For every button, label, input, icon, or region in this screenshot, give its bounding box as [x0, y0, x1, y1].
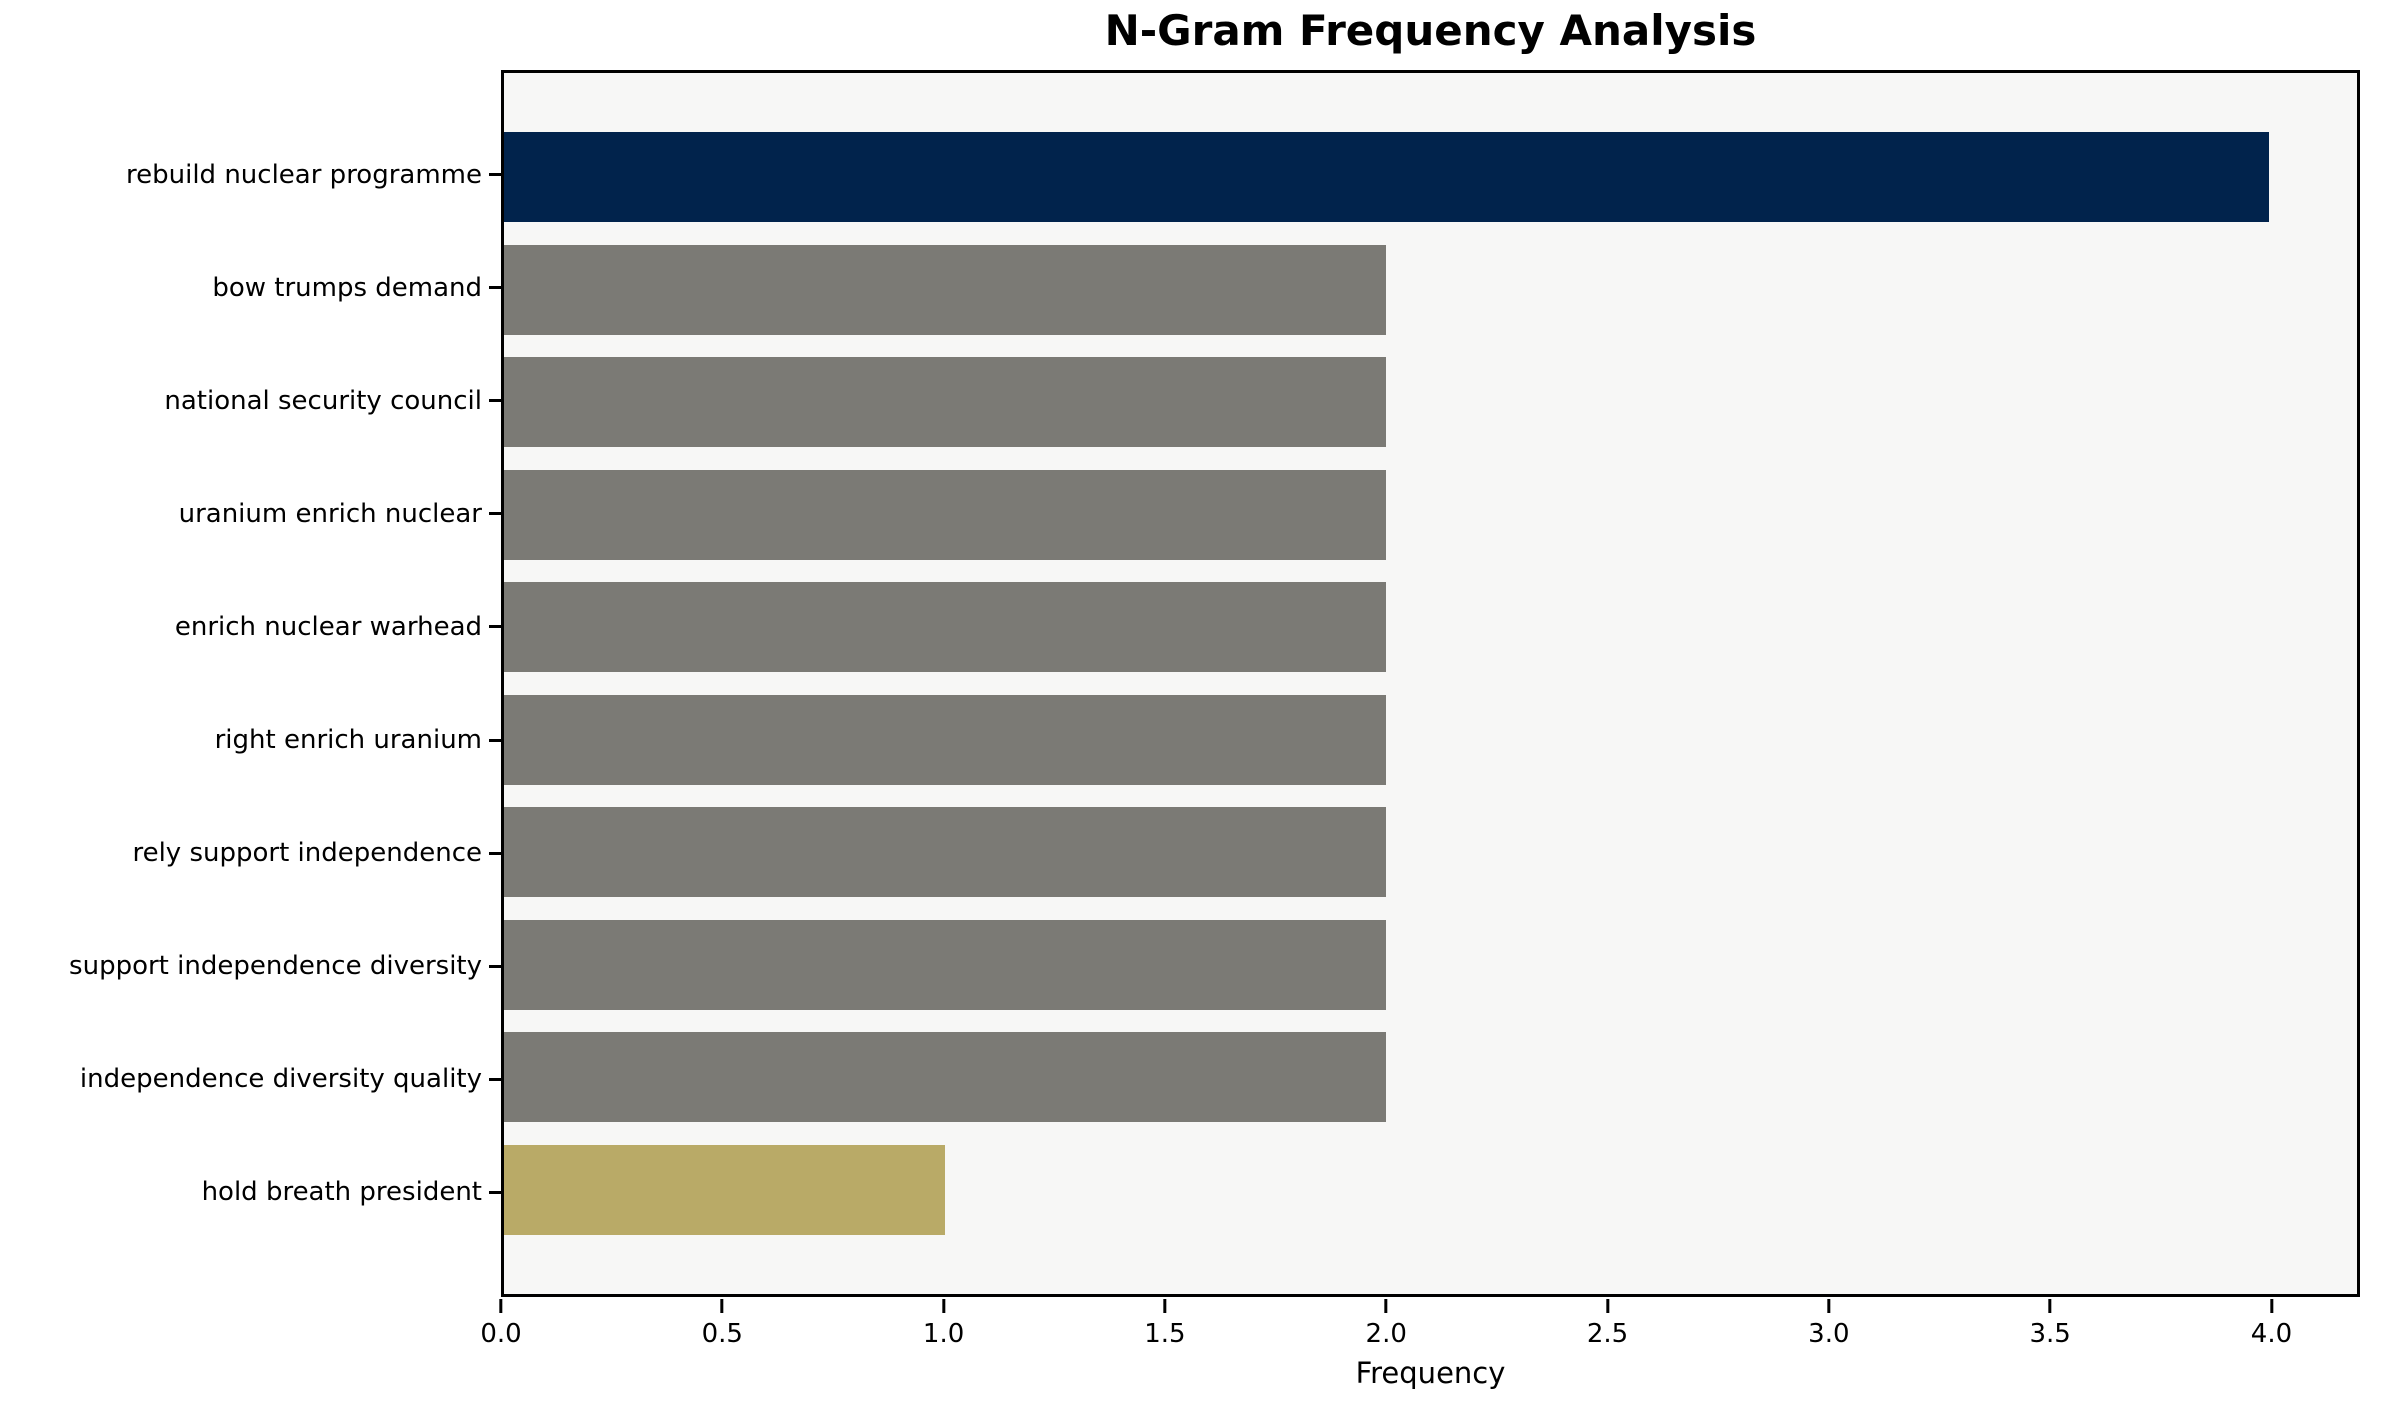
x-tick-mark — [1163, 1299, 1167, 1313]
y-tick-label: enrich nuclear warhead — [174, 611, 482, 642]
y-tick-mark — [489, 286, 501, 290]
x-axis: 0.0 0.5 1.0 1.5 2.0 2.5 3.0 3.5 4.0 — [480, 1299, 2360, 1359]
x-tick-label: 0.0 — [480, 1319, 522, 1349]
y-tick-mark — [489, 851, 501, 855]
y-tick-mark — [489, 1077, 501, 1081]
x-tick: 4.0 — [2251, 1299, 2292, 1349]
bar-track — [504, 234, 2357, 347]
y-tick-mark — [489, 173, 501, 177]
bar-track — [504, 796, 2357, 909]
y-tick-mark — [489, 1190, 501, 1194]
bar — [504, 582, 1387, 673]
bar-track — [504, 684, 2357, 797]
bar — [504, 807, 1387, 898]
x-tick-mark — [720, 1299, 724, 1313]
x-tick: 1.0 — [923, 1299, 964, 1349]
x-tick-label: 3.5 — [2029, 1319, 2071, 1349]
x-tick-label: 0.5 — [701, 1319, 743, 1349]
y-tick-label: bow trumps demand — [212, 272, 482, 303]
y-tick-row: bow trumps demand — [0, 231, 501, 344]
bar — [504, 1144, 946, 1235]
x-tick: 2.0 — [1366, 1299, 1407, 1349]
x-axis-title: Frequency — [1355, 1356, 1506, 1390]
y-tick-row: right enrich uranium — [0, 683, 501, 796]
bar-track — [504, 459, 2357, 572]
y-tick-mark — [489, 512, 501, 516]
y-tick-row: hold breath president — [0, 1136, 501, 1249]
bar — [504, 132, 2269, 223]
bar-track — [504, 909, 2357, 1022]
x-tick-label: 1.0 — [922, 1319, 965, 1349]
x-tick-label: 3.0 — [1808, 1319, 1850, 1349]
x-tick-mark — [1606, 1299, 1610, 1313]
x-tick-mark — [1827, 1299, 1831, 1313]
bar — [504, 244, 1387, 335]
y-tick-label: right enrich uranium — [214, 725, 482, 756]
bar-track — [504, 571, 2357, 684]
y-tick-row: rebuild nuclear programme — [0, 118, 501, 231]
y-tick-label: national security council — [164, 385, 482, 416]
bar — [504, 919, 1387, 1010]
y-tick-row: rely support independence — [0, 797, 501, 910]
plot-area — [501, 70, 2360, 1297]
bar — [504, 694, 1387, 785]
x-tick-mark — [2269, 1299, 2273, 1313]
y-tick-row: support independence diversity — [0, 910, 501, 1023]
x-tick-label: 1.5 — [1144, 1319, 1186, 1349]
y-tick-label: rely support independence — [132, 838, 482, 869]
y-tick-row: national security council — [0, 344, 501, 457]
chart-title: N-Gram Frequency Analysis — [1104, 6, 1757, 55]
x-tick-mark — [942, 1299, 946, 1313]
x-tick: 2.5 — [1587, 1299, 1628, 1349]
y-tick-row: uranium enrich nuclear — [0, 457, 501, 570]
bar — [504, 357, 1387, 448]
x-tick: 0.5 — [702, 1299, 743, 1349]
x-tick: 0.0 — [480, 1299, 522, 1349]
bar — [504, 469, 1387, 560]
x-tick-mark — [1384, 1299, 1388, 1313]
y-axis: rebuild nuclear programme bow trumps dema… — [0, 118, 501, 1249]
bar-track — [504, 1021, 2357, 1134]
bars-container — [504, 121, 2357, 1246]
x-tick-mark — [499, 1299, 503, 1313]
x-tick-label: 2.0 — [1365, 1319, 1407, 1349]
x-tick: 3.5 — [2029, 1299, 2071, 1349]
y-tick-row: independence diversity quality — [0, 1023, 501, 1136]
y-tick-label: uranium enrich nuclear — [178, 498, 482, 529]
y-tick-label: hold breath president — [201, 1177, 482, 1208]
y-tick-label: independence diversity quality — [79, 1064, 482, 1095]
x-tick-label: 4.0 — [2250, 1319, 2293, 1349]
y-tick-mark — [489, 625, 501, 629]
x-tick-mark — [2048, 1299, 2052, 1313]
bar-track — [504, 346, 2357, 459]
x-tick-label: 2.5 — [1586, 1319, 1629, 1349]
y-tick-label: support independence diversity — [69, 951, 482, 982]
bar-track — [504, 1134, 2357, 1247]
bar-track — [504, 121, 2357, 234]
y-tick-row: enrich nuclear warhead — [0, 570, 501, 683]
y-tick-mark — [489, 964, 501, 968]
x-tick: 3.0 — [1808, 1299, 1850, 1349]
y-tick-label: rebuild nuclear programme — [126, 159, 482, 190]
x-tick: 1.5 — [1144, 1299, 1186, 1349]
y-tick-mark — [489, 738, 501, 742]
bar — [504, 1032, 1387, 1123]
y-tick-mark — [489, 399, 501, 403]
